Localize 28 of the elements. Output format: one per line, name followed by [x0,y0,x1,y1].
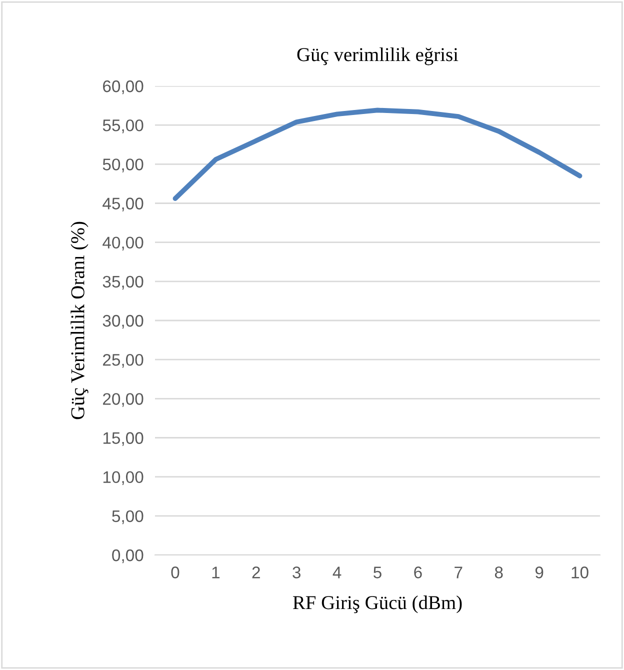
y-tick-label: 40,00 [102,236,144,251]
y-tick-label: 0,00 [112,549,144,564]
y-tick-label: 15,00 [103,432,144,446]
x-tick-label: 7 [454,566,462,578]
x-axis-title: RF Giriş Gücü (dBm) [292,596,462,614]
x-tick-label: 1 [212,566,220,578]
y-tick-label: 30,00 [102,314,144,329]
y-tick-label: 60,00 [103,80,144,94]
x-tick-label: 5 [374,566,382,578]
x-tick-label: 4 [332,566,342,578]
chart-title: Güç verimlilik eğrisi [297,48,458,66]
y-axis-title: Güç Verimlilik Oranı (%) [70,222,88,420]
y-tick-label: 25,00 [103,354,144,368]
y-tick-label: 5,00 [112,510,144,524]
y-tick-label: 50,00 [102,158,144,172]
x-tick-label: 9 [535,566,544,578]
x-tick-label: 0 [171,566,180,578]
x-tick-label: 10 [572,566,588,578]
y-tick-label: 45,00 [102,198,144,212]
x-tick-label: 3 [292,566,300,578]
x-tick-label: 2 [252,566,260,578]
x-tick-label: 6 [414,566,422,578]
y-tick-label: 35,00 [102,276,144,290]
y-tick-label: 10,00 [103,471,144,486]
x-tick-label: 8 [494,566,503,578]
y-tick-label: 20,00 [103,393,144,407]
line-series [172,108,582,201]
y-tick-label: 55,00 [102,119,144,134]
